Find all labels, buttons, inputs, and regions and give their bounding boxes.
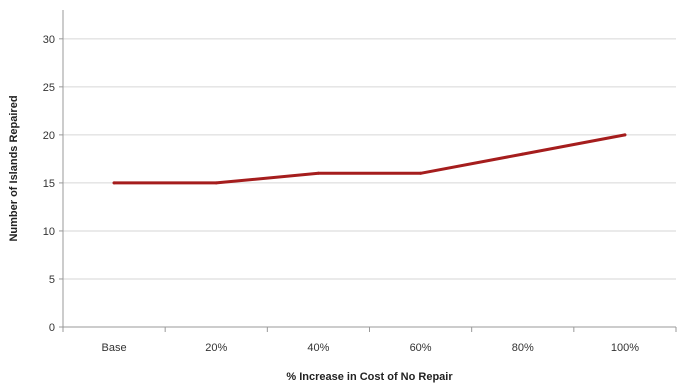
x-tick-label: 80% (512, 342, 534, 354)
data-point (214, 181, 218, 185)
series-line (112, 133, 627, 185)
x-axis-title: % Increase in Cost of No Repair (286, 371, 453, 383)
x-tick-label: 60% (410, 342, 432, 354)
y-tick-label: 5 (49, 274, 55, 286)
data-point (623, 133, 627, 137)
series-layer (112, 133, 627, 185)
y-tick-label: 30 (43, 34, 55, 46)
gridlines (63, 38, 676, 280)
y-tick-label: 10 (43, 226, 55, 238)
y-axis-title: Number of Islands Repaired (8, 95, 20, 241)
x-tick-label: 100% (611, 342, 639, 354)
axes (62, 10, 676, 328)
data-point (316, 171, 320, 175)
y-tick-label: 25 (43, 82, 55, 94)
data-point (419, 171, 423, 175)
data-point (521, 152, 525, 156)
x-axis-ticks: Base 20% 40% 60% 80% 100% (62, 327, 677, 354)
y-tick-label: 0 (49, 322, 55, 334)
x-tick-label: 40% (307, 342, 329, 354)
y-tick-label: 20 (43, 130, 55, 142)
y-axis-ticks: 0 5 10 15 20 25 30 (43, 34, 63, 334)
x-tick-label: 20% (205, 342, 227, 354)
x-tick-label: Base (102, 342, 127, 354)
data-point (112, 181, 116, 185)
y-tick-label: 15 (43, 178, 55, 190)
